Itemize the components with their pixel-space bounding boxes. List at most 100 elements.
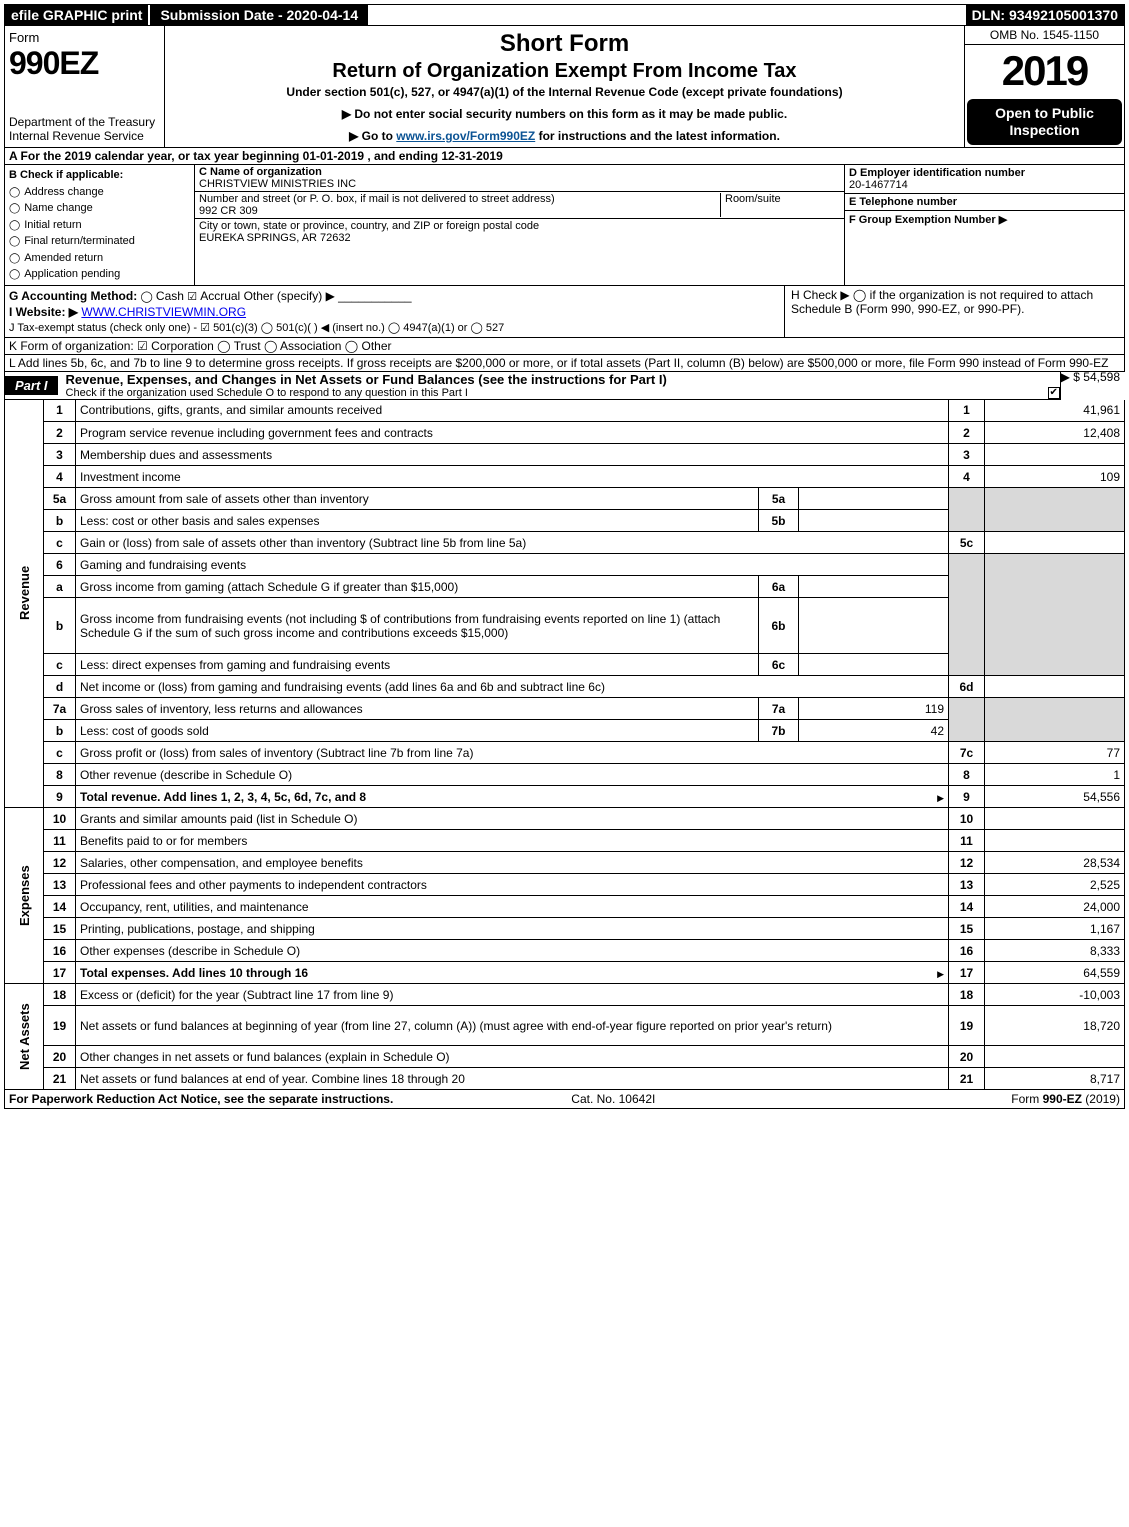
mid-6b: 6b: [759, 598, 799, 654]
part-1-header: Part I Revenue, Expenses, and Changes in…: [4, 372, 1061, 400]
shade-7: [949, 698, 985, 742]
ln-2: 2: [44, 422, 76, 444]
val-13: 2,525: [985, 874, 1125, 896]
col-17: 17: [949, 962, 985, 984]
ln-11: 11: [44, 830, 76, 852]
chk-name-change[interactable]: Name change: [9, 200, 190, 217]
desc-11: Benefits paid to or for members: [80, 834, 247, 848]
val-19: 18,720: [985, 1006, 1125, 1046]
header-center: Short Form Return of Organization Exempt…: [165, 26, 964, 147]
shadeval-5: [985, 488, 1125, 532]
ln-4: 4: [44, 466, 76, 488]
col-21: 21: [949, 1068, 985, 1090]
desc-7c: Gross profit or (loss) from sales of inv…: [80, 746, 473, 760]
dept-irs: Internal Revenue Service: [9, 129, 160, 143]
street-label: Number and street (or P. O. box, if mail…: [199, 193, 720, 205]
chk-address-change[interactable]: Address change: [9, 184, 190, 201]
telephone-label: E Telephone number: [849, 196, 1120, 208]
chk-final-return[interactable]: Final return/terminated: [9, 233, 190, 250]
col-13: 13: [949, 874, 985, 896]
col-7c: 7c: [949, 742, 985, 764]
omb-number: OMB No. 1545-1150: [965, 26, 1124, 45]
ln-1: 1: [44, 400, 76, 422]
val-4: 109: [985, 466, 1125, 488]
l-arrow: ▶ $: [1061, 370, 1080, 384]
desc-1: Contributions, gifts, grants, and simila…: [80, 403, 382, 417]
group-exemption-label: F Group Exemption Number ▶: [849, 213, 1120, 226]
chk-initial-return[interactable]: Initial return: [9, 217, 190, 234]
ln-5a: 5a: [44, 488, 76, 510]
schedule-o-checkbox[interactable]: ✔: [1048, 387, 1060, 399]
mid-6c: 6c: [759, 654, 799, 676]
ln-7a: 7a: [44, 698, 76, 720]
midval-7a: 119: [799, 698, 949, 720]
shadeval-7: [985, 698, 1125, 742]
chk-application-pending[interactable]: Application pending: [9, 266, 190, 283]
form-word: Form: [9, 30, 160, 45]
val-15: 1,167: [985, 918, 1125, 940]
submission-date: Submission Date - 2020-04-14: [148, 5, 368, 25]
arrow-icon: [937, 790, 944, 804]
val-11: [985, 830, 1125, 852]
ln-7c: c: [44, 742, 76, 764]
mid-5b: 5b: [759, 510, 799, 532]
form-number: 990EZ: [9, 45, 160, 82]
ln-7b: b: [44, 720, 76, 742]
desc-7a: Gross sales of inventory, less returns a…: [80, 702, 363, 716]
col-5c: 5c: [949, 532, 985, 554]
line-i: I Website: ▶ WWW.CHRISTVIEWMIN.ORG: [9, 304, 780, 320]
desc-3: Membership dues and assessments: [80, 448, 272, 462]
ln-21: 21: [44, 1068, 76, 1090]
desc-9: Total revenue. Add lines 1, 2, 3, 4, 5c,…: [80, 790, 366, 804]
val-10: [985, 808, 1125, 830]
ln-10: 10: [44, 808, 76, 830]
g-other[interactable]: Other (specify) ▶: [244, 289, 335, 303]
line-k: K Form of organization: ☑ Corporation ◯ …: [4, 338, 1125, 355]
ln-8: 8: [44, 764, 76, 786]
col-18: 18: [949, 984, 985, 1006]
city-value: EUREKA SPRINGS, AR 72632: [199, 232, 840, 244]
page-footer: For Paperwork Reduction Act Notice, see …: [4, 1090, 1125, 1109]
mid-6a: 6a: [759, 576, 799, 598]
desc-16: Other expenses (describe in Schedule O): [80, 944, 300, 958]
website-link[interactable]: WWW.CHRISTVIEWMIN.ORG: [81, 305, 246, 319]
desc-19: Net assets or fund balances at beginning…: [80, 1019, 832, 1033]
box-def: D Employer identification number 20-1467…: [844, 165, 1124, 285]
efile-label: efile GRAPHIC print: [5, 5, 148, 25]
line-a: A For the 2019 calendar year, or tax yea…: [4, 148, 1125, 165]
line-j: J Tax-exempt status (check only one) - ☑…: [9, 320, 780, 335]
street-value: 992 CR 309: [199, 205, 720, 217]
col-15: 15: [949, 918, 985, 940]
header-left: Form 990EZ Department of the Treasury In…: [5, 26, 165, 147]
val-14: 24,000: [985, 896, 1125, 918]
desc-13: Professional fees and other payments to …: [80, 878, 427, 892]
ln-3: 3: [44, 444, 76, 466]
line-h: H Check ▶ ◯ if the organization is not r…: [784, 286, 1124, 337]
g-cash[interactable]: Cash: [156, 289, 184, 303]
val-2: 12,408: [985, 422, 1125, 444]
col-19: 19: [949, 1006, 985, 1046]
desc-2: Program service revenue including govern…: [80, 426, 433, 440]
val-7c: 77: [985, 742, 1125, 764]
ln-14: 14: [44, 896, 76, 918]
col-2: 2: [949, 422, 985, 444]
l-value: 54,598: [1083, 370, 1120, 384]
desc-7b: Less: cost of goods sold: [80, 724, 209, 738]
chk-amended-return[interactable]: Amended return: [9, 250, 190, 267]
desc-6a: Gross income from gaming (attach Schedul…: [80, 580, 458, 594]
cat-no: Cat. No. 10642I: [571, 1092, 655, 1106]
ein-label: D Employer identification number: [849, 167, 1120, 179]
g-accrual[interactable]: Accrual: [200, 289, 240, 303]
city-label: City or town, state or province, country…: [199, 220, 840, 232]
val-5c: [985, 532, 1125, 554]
mid-7b: 7b: [759, 720, 799, 742]
ln-6d: d: [44, 676, 76, 698]
box-c: C Name of organization CHRISTVIEW MINIST…: [195, 165, 844, 285]
form-990ez-page: efile GRAPHIC print Submission Date - 20…: [0, 0, 1129, 1113]
goto-post: for instructions and the latest informat…: [535, 129, 780, 143]
dln-label: DLN: 93492105001370: [966, 5, 1124, 25]
ln-5b: b: [44, 510, 76, 532]
ln-6: 6: [44, 554, 76, 576]
irs-link[interactable]: www.irs.gov/Form990EZ: [396, 129, 535, 143]
col-16: 16: [949, 940, 985, 962]
